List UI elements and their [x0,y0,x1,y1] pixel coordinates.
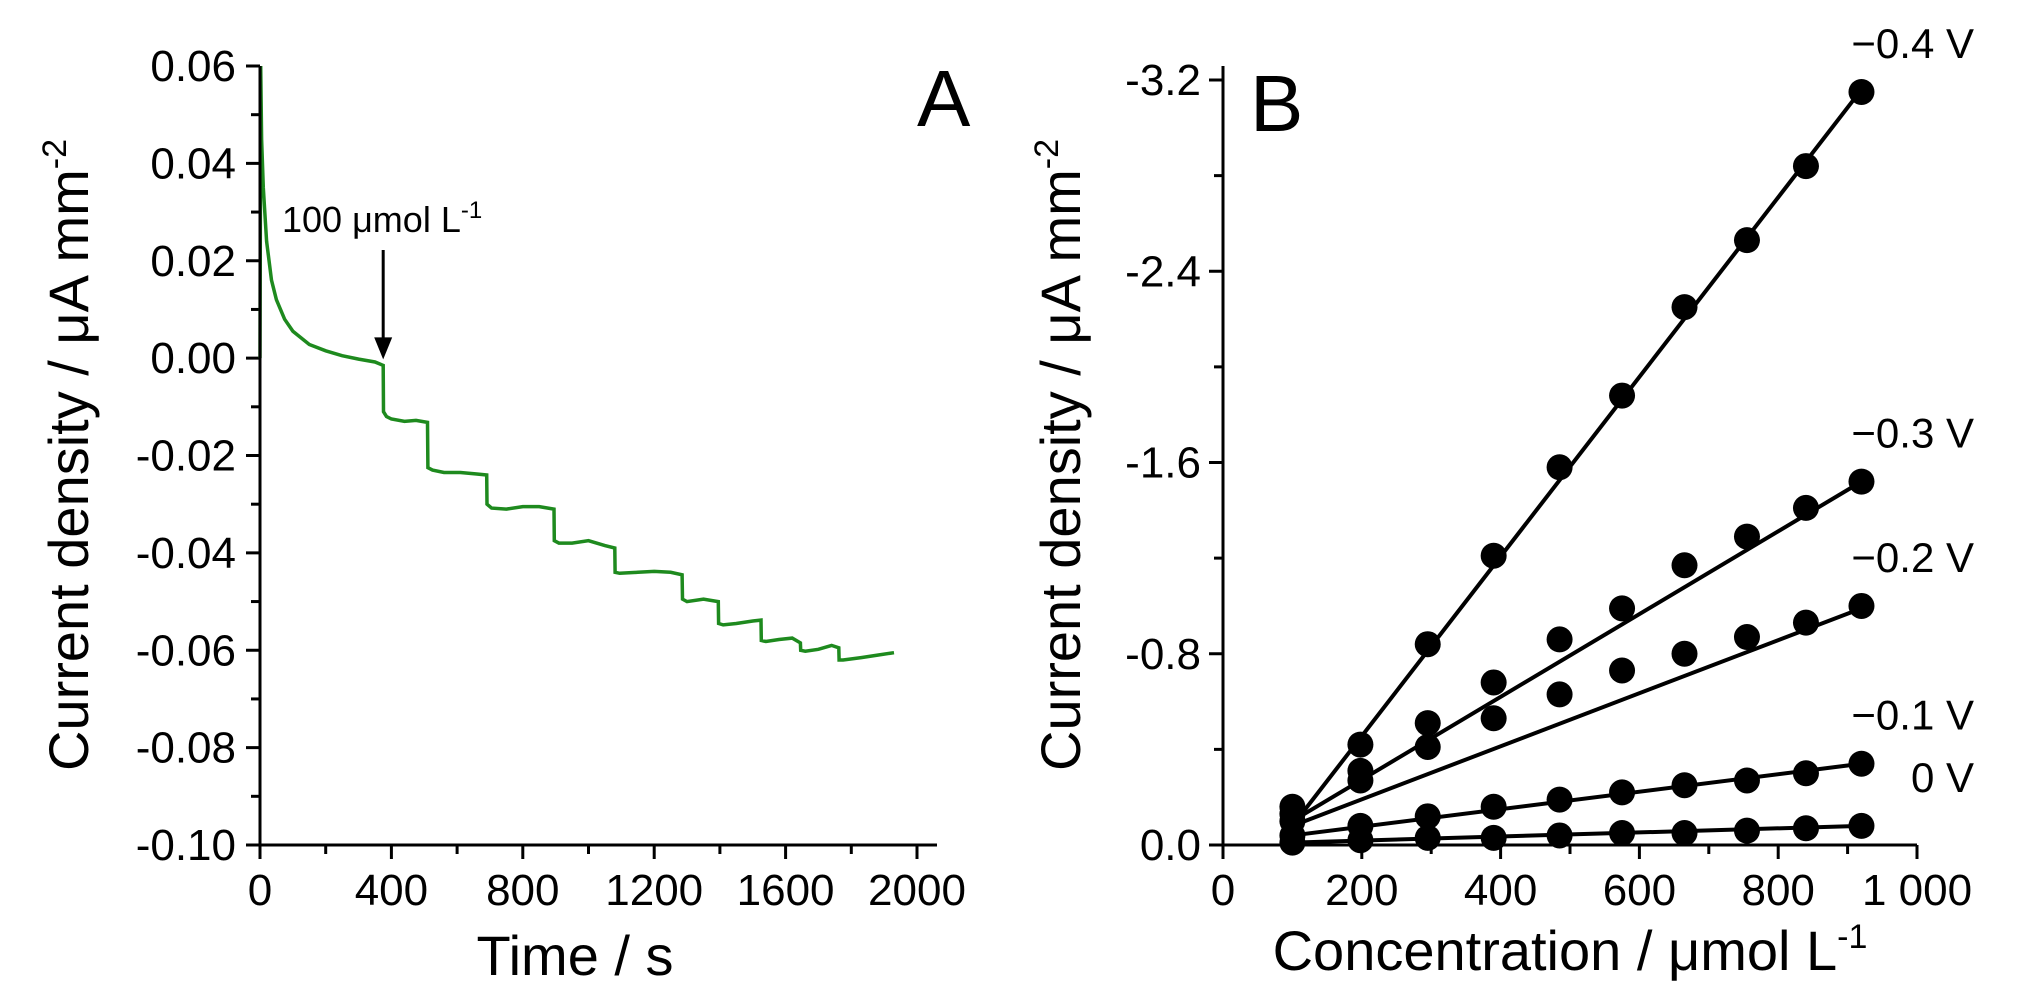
panel-b-point-0p3V [1848,468,1875,495]
panel-b-point-0V [1609,820,1636,847]
panel-b-chart: -3.2 -2.4 -1.6 -0.8 0.00 200 400 600 800 1 000 −0… [1028,20,1974,982]
panel-b-point-0p3V [1480,669,1507,696]
panel-a-x-tick-label: 800 [486,866,559,915]
panel-b-point-0p4V [1347,731,1374,758]
panel-b-series-label-0V: 0 V [1911,754,1974,801]
panel-a-y-tick-label: 0.02 [150,237,236,286]
panel-b-point-0V [1792,815,1819,842]
panel-b-y-tick-label: -2.4 [1125,247,1201,296]
panel-b-series-label-0p1V: −0.1 V [1851,692,1974,739]
panel-b-point-0p4V [1480,542,1507,569]
panel-b-x-tick-label: 400 [1464,866,1537,915]
panel-b-point-0p2V [1848,592,1875,619]
panel-a-y-tick-label: 0.04 [150,139,236,188]
panel-b-point-0p1V [1414,803,1441,830]
panel-b-point-0p3V [1414,710,1441,737]
panel-b-point-0p2V [1347,767,1374,794]
panel-b-point-0p3V [1609,595,1636,622]
panel-b-point-0p2V [1414,733,1441,760]
panel-b-fit-line-0p1V [1292,761,1862,838]
panel-a-x-tick-label: 1200 [605,866,703,915]
panel-b-point-0p1V [1609,779,1636,806]
panel-b-point-0p1V [1848,750,1875,777]
panel-b-point-0V [1671,820,1698,847]
panel-b-point-0p1V [1733,767,1760,794]
panel-a-x-tick-label: 2000 [868,866,966,915]
panel-b-point-0p2V [1480,705,1507,732]
panel-b-data-points [1279,78,1875,856]
panel-b-point-0p4V [1609,382,1636,409]
panel-b-point-0V [1347,827,1374,854]
panel-b-y-axis-title: Current density / μA mm-2 [1028,139,1092,771]
panel-b-point-0p3V [1733,523,1760,550]
panel-a-y-tick-label: -0.08 [136,724,236,773]
panel-a-y-tick-label: 0.06 [150,42,236,91]
panel-a-y-tick-label: 0.00 [150,334,236,383]
panel-b-fit-line-0p3V [1291,479,1863,823]
panel-b-fit-lines [1290,88,1864,845]
panel-b-y-tick-label: -0.8 [1125,630,1201,679]
panel-a-annotation-arrow [374,250,393,360]
panel-b-series-label-0p4V: −0.4 V [1851,20,1974,67]
panel-b-ticks: -3.2 -2.4 -1.6 -0.8 0.00 200 400 600 800 1 000 [1125,56,1972,915]
panel-b-x-axis-title: Concentration / μmol L-1 [1273,918,1868,982]
panel-b-point-0V [1480,824,1507,851]
panel-b-point-0V [1546,822,1573,849]
panel-b-point-0V [1848,812,1875,839]
panel-b-y-tick-label: -1.6 [1125,439,1201,488]
panel-a-chart: 0.06 0.04 0.02 0.00 -0.02 -0.04 -0.06 -0.08 -0.1… [36,42,971,987]
panel-b-point-0p4V [1733,227,1760,254]
panel-b-point-0p2V [1792,609,1819,636]
panel-b-point-0p4V [1792,153,1819,180]
panel-b-point-0p4V [1848,78,1875,105]
panel-b-point-0p1V [1546,786,1573,813]
panel-a-ticks: 0.06 0.04 0.02 0.00 -0.02 -0.04 -0.06 -0.08 -0.1… [136,42,966,915]
panel-a-y-tick-label: -0.10 [136,821,236,870]
panel-b-point-0V [1414,824,1441,851]
panel-a-annotation-label: 100 μmol L-1 [282,197,482,240]
panel-b-x-tick-label: 800 [1741,866,1814,915]
panel-b-x-tick-label: 1 000 [1862,866,1972,915]
panel-b-point-0p3V [1671,552,1698,579]
panel-b-point-0p3V [1546,626,1573,653]
panel-b-point-0p2V [1546,681,1573,708]
panel-b-point-0V [1279,829,1306,856]
panel-a-x-tick-label: 0 [248,866,272,915]
panel-b-x-tick-label: 0 [1211,866,1235,915]
panel-b-series-labels: −0.4 V −0.3 V −0.2 V −0.1 V 0 V [1851,20,1974,801]
panel-b-fit-line-0V [1292,823,1862,845]
panel-b-series-label-0p3V: −0.3 V [1851,410,1974,457]
panel-b-point-0p1V [1671,772,1698,799]
panel-b-point-0p2V [1671,640,1698,667]
panel-a-y-tick-label: -0.06 [136,626,236,675]
panel-a-x-tick-label: 400 [355,866,428,915]
panel-a-y-axis-title: Current density / μA mm-2 [36,139,100,771]
panel-a-current-trace [258,65,895,662]
panel-b-fit-line-0p2V [1291,606,1863,828]
panel-b-point-0p1V [1792,760,1819,787]
panel-b-point-0p4V [1546,454,1573,481]
panel-b-point-0p1V [1480,793,1507,820]
panel-b-point-0p3V [1792,494,1819,521]
panel-a-letter: A [917,54,971,143]
panel-b-y-tick-label: 0.0 [1140,821,1201,870]
panel-b-series-label-0p2V: −0.2 V [1851,534,1974,581]
panel-b-point-0p2V [1609,657,1636,684]
panel-b-x-tick-label: 200 [1325,866,1398,915]
panel-b-x-tick-label: 600 [1603,866,1676,915]
panel-b-point-0p4V [1414,631,1441,658]
panel-b-point-0p2V [1733,624,1760,651]
panel-a-x-tick-label: 1600 [737,866,835,915]
panel-b-point-0V [1733,817,1760,844]
panel-a-x-axis-title: Time / s [476,924,673,987]
panel-b-y-tick-label: -3.2 [1125,56,1201,105]
panel-b-point-0p4V [1671,294,1698,321]
panel-b-fit-line-0p4V [1290,88,1864,828]
panel-a-y-tick-label: -0.02 [136,432,236,481]
panel-a-y-tick-label: -0.04 [136,529,236,578]
panel-b-letter: B [1250,59,1303,148]
